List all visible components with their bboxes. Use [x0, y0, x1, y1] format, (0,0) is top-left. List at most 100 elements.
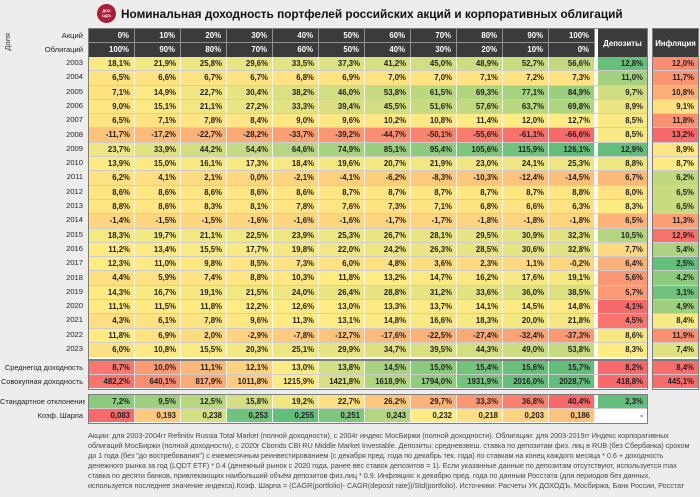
- page-title: Номинальная доходность портфелей российс…: [121, 7, 623, 21]
- column-gap: [595, 214, 598, 228]
- return-cell: 11,8%: [319, 271, 365, 285]
- return-cell: 38,2%: [273, 85, 319, 99]
- stock-share-header-cell: 0%: [89, 29, 135, 43]
- footnote-line: облигаций МосБиржи (полной доходности), …: [88, 441, 690, 450]
- return-cell: -2,1%: [273, 171, 319, 185]
- deposit-cell: 8,6%: [598, 328, 647, 342]
- summary-cell: 9,5%: [135, 395, 181, 408]
- return-cell: 10,3%: [273, 271, 319, 285]
- deposit-cell: 12,8%: [598, 57, 647, 71]
- year-row: 4,3% 6,1% 7,8% 9,6% 11,3% 13,1% 14,8% 16,6% 18,3…: [89, 314, 647, 329]
- year-row: 12,3% 11,0% 9,8% 8,5% 7,3% 6,0% 4,8% 3,6% 2,3% 1,…: [89, 257, 647, 272]
- return-cell: 27,2%: [227, 99, 273, 114]
- deposit-cell: 8,0%: [598, 185, 647, 199]
- column-gap: [595, 99, 598, 114]
- summary-cell: 0,186: [549, 408, 595, 422]
- return-cell: 6,8%: [457, 199, 503, 214]
- return-cell: 13,2%: [365, 271, 411, 285]
- summary-cell: 13,8%: [319, 361, 365, 374]
- column-gap: [595, 342, 598, 358]
- return-cell: -22,5%: [411, 328, 457, 342]
- summary-cell: 22,7%: [319, 395, 365, 408]
- return-cell: 24,0%: [273, 285, 319, 300]
- summary-cell: 0,251: [319, 408, 365, 422]
- inflation-year-row: 5,4%: [653, 242, 698, 258]
- return-cell: 17,7%: [227, 242, 273, 257]
- deposit-cell: 6,4%: [598, 257, 647, 271]
- inflation-year-row: 8,7%: [653, 157, 698, 172]
- deposit-cell: 10,5%: [598, 228, 647, 242]
- summary-cell: 8,7%: [89, 361, 135, 374]
- return-cell: 6,0%: [89, 342, 135, 358]
- return-cell: 8,7%: [411, 185, 457, 199]
- summary-cell: 19,2%: [273, 395, 319, 408]
- return-cell: 3,6%: [411, 257, 457, 271]
- return-cell: 126,1%: [549, 142, 595, 157]
- summary-inflation-cell: 8,4%: [653, 361, 698, 374]
- return-cell: -1,7%: [365, 214, 411, 228]
- column-gap: [595, 71, 598, 85]
- return-cell: 9,6%: [227, 314, 273, 328]
- stock-share-header-cell: 20%: [181, 29, 227, 43]
- year-row: 18,3% 19,7% 21,1% 22,5% 23,9% 25,3% 26,7% 28,1%…: [89, 228, 647, 243]
- return-cell: 28,5%: [457, 242, 503, 257]
- return-cell: 8,1%: [227, 199, 273, 214]
- return-cell: 48,9%: [457, 57, 503, 71]
- return-cell: 13,9%: [89, 157, 135, 171]
- column-gap: [595, 300, 598, 314]
- deposits-header-cell: Депозиты: [598, 29, 647, 57]
- return-cell: 6,9%: [319, 71, 365, 85]
- inflation-cell: 9,1%: [653, 99, 698, 114]
- deposit-cell: 8,5%: [598, 114, 647, 128]
- return-cell: 6,5%: [89, 71, 135, 85]
- deposit-cell: 4,5%: [598, 314, 647, 328]
- return-cell: 21,9%: [135, 57, 181, 71]
- return-cell: 23,0%: [457, 157, 503, 171]
- return-cell: -6,2%: [365, 171, 411, 185]
- return-cell: 53,8%: [365, 85, 411, 99]
- bond-share-header-row: 100% 90% 80% 70% 60% 50% 40% 30% 20% 10% 0%: [89, 43, 595, 57]
- column-gap: [595, 285, 598, 300]
- bond-share-header-cell: 50%: [319, 43, 365, 57]
- return-cell: 1,1%: [503, 257, 549, 271]
- summary-cell: 7,2%: [89, 395, 135, 408]
- return-cell: 25,3%: [549, 157, 595, 171]
- summary-inflation-row: 445,1%: [653, 374, 698, 388]
- return-cell: -22,7%: [181, 128, 227, 142]
- return-cell: 25,1%: [273, 342, 319, 358]
- return-cell: 38,5%: [549, 285, 595, 300]
- return-cell: 6,7%: [181, 71, 227, 85]
- return-cell: 8,7%: [319, 185, 365, 199]
- return-cell: 69,8%: [549, 99, 595, 114]
- inflation-cell: 11,9%: [653, 328, 698, 342]
- return-cell: 6,0%: [319, 257, 365, 271]
- return-cell: 4,4%: [89, 271, 135, 285]
- return-cell: 12,7%: [549, 114, 595, 128]
- bond-share-header-cell: 90%: [135, 43, 181, 57]
- footnote: Акции: для 2003-2004гг Refinitiv Russia …: [88, 431, 698, 491]
- stock-share-header-cell: 40%: [273, 29, 319, 43]
- inflation-year-row: 13,2%: [653, 128, 698, 143]
- return-cell: 18,4%: [273, 157, 319, 171]
- return-cell: 11,3%: [273, 314, 319, 328]
- return-cell: 7,8%: [181, 114, 227, 128]
- return-cell: 8,6%: [135, 185, 181, 199]
- column-gap: [595, 57, 598, 71]
- stock-share-header-cell: 100%: [549, 29, 595, 43]
- return-cell: 16,1%: [181, 157, 227, 171]
- return-cell: -10,3%: [457, 171, 503, 185]
- bond-share-header-cell: 80%: [181, 43, 227, 57]
- summary-cell: 10,0%: [135, 361, 181, 374]
- return-cell: 22,7%: [181, 85, 227, 99]
- return-cell: 11,8%: [181, 300, 227, 314]
- summary-cell: 482,2%: [89, 374, 135, 388]
- return-cell: -1,6%: [273, 214, 319, 228]
- summary-returns-block: 8,7% 10,0% 11,1% 12,1% 13,0% 13,8% 14,5% 15,0% 1…: [88, 360, 648, 390]
- summary-cell: 33,3%: [457, 395, 503, 408]
- return-cell: -1,7%: [411, 214, 457, 228]
- return-cell: -8,3%: [411, 171, 457, 185]
- return-cell: 18,1%: [89, 57, 135, 71]
- deposit-cell: 8,9%: [598, 99, 647, 114]
- summary-inflation-block: 8,4% 445,1%: [652, 360, 699, 390]
- return-cell: 8,7%: [503, 185, 549, 199]
